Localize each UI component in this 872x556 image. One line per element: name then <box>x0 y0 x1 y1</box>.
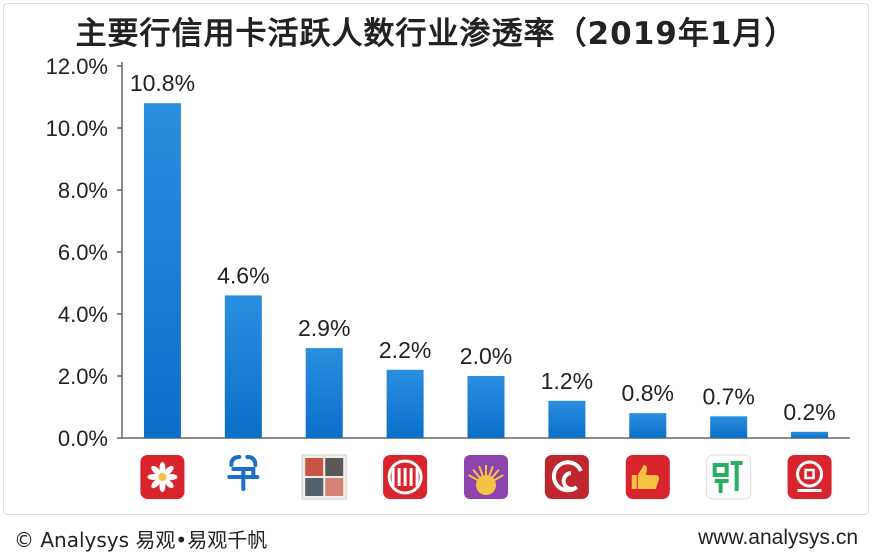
y-tick-label: 8.0% <box>58 178 108 203</box>
data-label: 2.2% <box>379 337 431 363</box>
blue-bank-logo-icon <box>221 455 266 499</box>
bar <box>305 348 343 438</box>
data-label: 2.9% <box>298 315 350 341</box>
green-character-icon <box>706 454 752 500</box>
bar <box>791 431 829 438</box>
calligraphy-tile-icon <box>301 454 347 500</box>
y-tick-label: 4.0% <box>58 302 108 327</box>
data-label: 1.2% <box>541 368 593 394</box>
y-tick-label: 6.0% <box>58 240 108 265</box>
data-label: 0.2% <box>783 399 835 425</box>
thumbs-up-icon <box>625 455 670 499</box>
chart-frame <box>3 3 869 515</box>
data-label: 0.8% <box>622 380 674 406</box>
y-tick-label: 10.0% <box>46 116 108 141</box>
bar <box>710 416 748 438</box>
chart-title: 主要行信用卡活跃人数行业渗透率（2019年1月） <box>75 16 797 52</box>
y-tick-label: 12.0% <box>46 54 108 79</box>
bar <box>467 376 505 438</box>
bar <box>629 413 667 438</box>
red-swirl-icon <box>544 455 589 499</box>
red-columns-icon <box>383 455 428 499</box>
data-labels: 10.8% 4.6% 2.9% 2.2% 2.0% 1.2% 0.8% 0.7% 0.2% <box>130 70 836 425</box>
purple-sunrise-icon <box>464 455 508 499</box>
data-label: 2.0% <box>460 343 512 369</box>
red-flower-icon <box>140 455 185 499</box>
copyright-footer: © Analysys 易观•易观千帆 <box>14 528 268 552</box>
red-coin-icon <box>787 455 832 499</box>
data-label: 4.6% <box>217 262 269 288</box>
bar <box>548 400 586 438</box>
data-label: 0.7% <box>702 383 754 409</box>
bar <box>224 295 262 438</box>
category-icons <box>140 454 832 500</box>
bar <box>386 369 424 438</box>
y-tick-label: 0.0% <box>58 426 108 451</box>
website-link[interactable]: www.analysys.cn <box>698 526 858 549</box>
data-label: 10.8% <box>130 70 195 96</box>
bar <box>143 103 181 438</box>
bars <box>143 103 829 438</box>
y-tick-label: 2.0% <box>58 364 108 389</box>
